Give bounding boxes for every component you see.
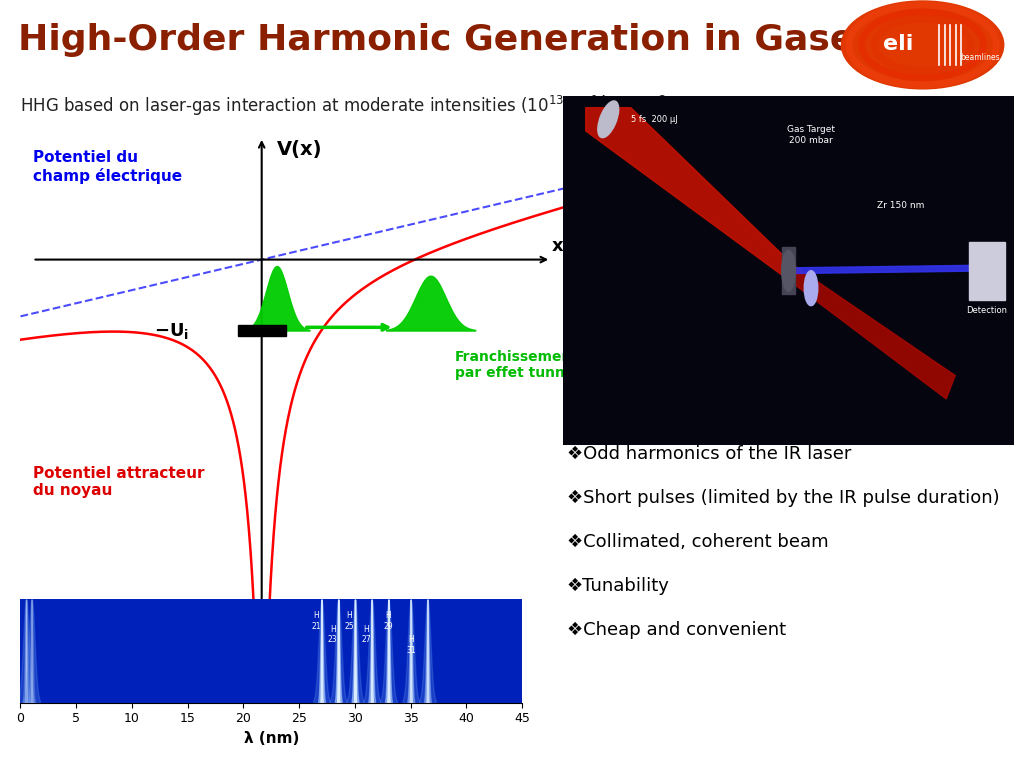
Text: ❖Collimated, coherent beam: ❖Collimated, coherent beam (567, 533, 828, 551)
Text: H
21: H 21 (311, 611, 321, 631)
Text: Potentiel du
champ électrique: Potentiel du champ électrique (33, 150, 181, 184)
Text: x: x (551, 237, 563, 255)
Text: Potentiel attracteur
du noyau: Potentiel attracteur du noyau (33, 466, 204, 498)
Text: HHG based on laser-gas interaction at moderate intensities (10$^{13}$-10$^{14}$ : HHG based on laser-gas interaction at mo… (20, 94, 674, 118)
Text: $\mathbf{-U_i}$: $\mathbf{-U_i}$ (155, 320, 189, 340)
Polygon shape (784, 265, 955, 399)
Text: Gas Target
200 mbar: Gas Target 200 mbar (787, 125, 835, 144)
Text: eli: eli (884, 34, 913, 54)
Text: ❖Tunability: ❖Tunability (567, 577, 670, 595)
Text: Franchissement
par effet tunnel: Franchissement par effet tunnel (455, 350, 579, 380)
Bar (781, 247, 796, 294)
Text: H
23: H 23 (328, 625, 338, 644)
X-axis label: λ (nm): λ (nm) (244, 731, 299, 746)
Bar (969, 242, 1005, 300)
Text: H
31: H 31 (406, 635, 416, 655)
Text: Zr 150 nm: Zr 150 nm (878, 201, 925, 210)
Ellipse shape (781, 250, 796, 291)
Text: H
25: H 25 (345, 611, 354, 631)
Text: beamlines: beamlines (959, 54, 999, 62)
Text: 5 fs  200 μJ: 5 fs 200 μJ (631, 114, 678, 124)
Polygon shape (586, 108, 793, 276)
Text: ❖Cheap and convenient: ❖Cheap and convenient (567, 621, 785, 639)
Ellipse shape (598, 101, 618, 137)
Ellipse shape (804, 271, 818, 306)
Bar (238, 326, 286, 336)
Text: High-Order Harmonic Generation in Gases: High-Order Harmonic Generation in Gases (18, 23, 877, 58)
Text: H
27: H 27 (361, 625, 371, 644)
Text: V(x): V(x) (276, 141, 323, 159)
Circle shape (842, 1, 1004, 89)
Text: H
29: H 29 (384, 611, 393, 631)
Text: ❖Odd harmonics of the IR laser: ❖Odd harmonics of the IR laser (567, 445, 851, 463)
Text: ❖Short pulses (limited by the IR pulse duration): ❖Short pulses (limited by the IR pulse d… (567, 489, 999, 507)
Polygon shape (784, 265, 1005, 273)
Text: Detection: Detection (967, 306, 1008, 315)
